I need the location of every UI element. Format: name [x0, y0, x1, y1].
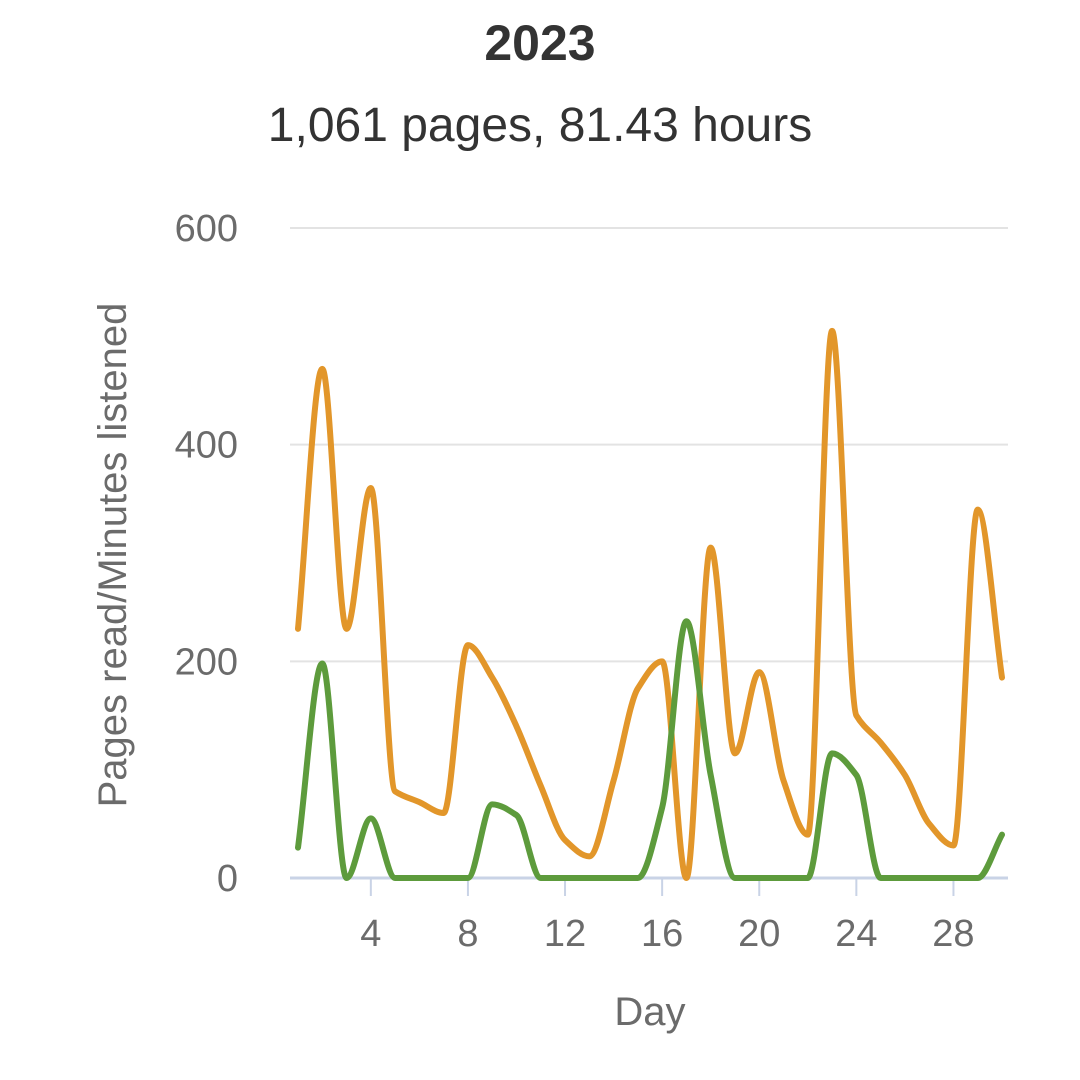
- series-lines: [295, 327, 1005, 881]
- x-tick-label: 20: [738, 913, 780, 955]
- x-tick-label: 16: [641, 913, 683, 955]
- y-axis-title: Pages read/Minutes listened: [91, 303, 135, 808]
- x-tick-label: 12: [544, 913, 586, 955]
- chart-subtitle: 1,061 pages, 81.43 hours: [267, 99, 813, 152]
- grid-lines: [290, 227, 1008, 880]
- y-axis-ticks: 0 200 400 600: [175, 208, 238, 900]
- series-line-1: [295, 327, 1005, 881]
- chart-title: 2023: [484, 15, 596, 71]
- y-tick-label: 400: [175, 425, 238, 467]
- x-tick-label: 8: [457, 913, 478, 955]
- x-tick-label: 4: [360, 913, 381, 955]
- x-tick-label: 24: [835, 913, 877, 955]
- y-tick-label: 600: [175, 208, 238, 250]
- x-axis-ticks: 4 8 12 16 20 24 28: [360, 878, 975, 955]
- x-tick-label: 28: [932, 913, 974, 955]
- y-tick-label: 0: [217, 858, 238, 900]
- y-tick-label: 200: [175, 641, 238, 683]
- x-axis-title: Day: [614, 990, 685, 1034]
- series-line-2: [295, 618, 1005, 881]
